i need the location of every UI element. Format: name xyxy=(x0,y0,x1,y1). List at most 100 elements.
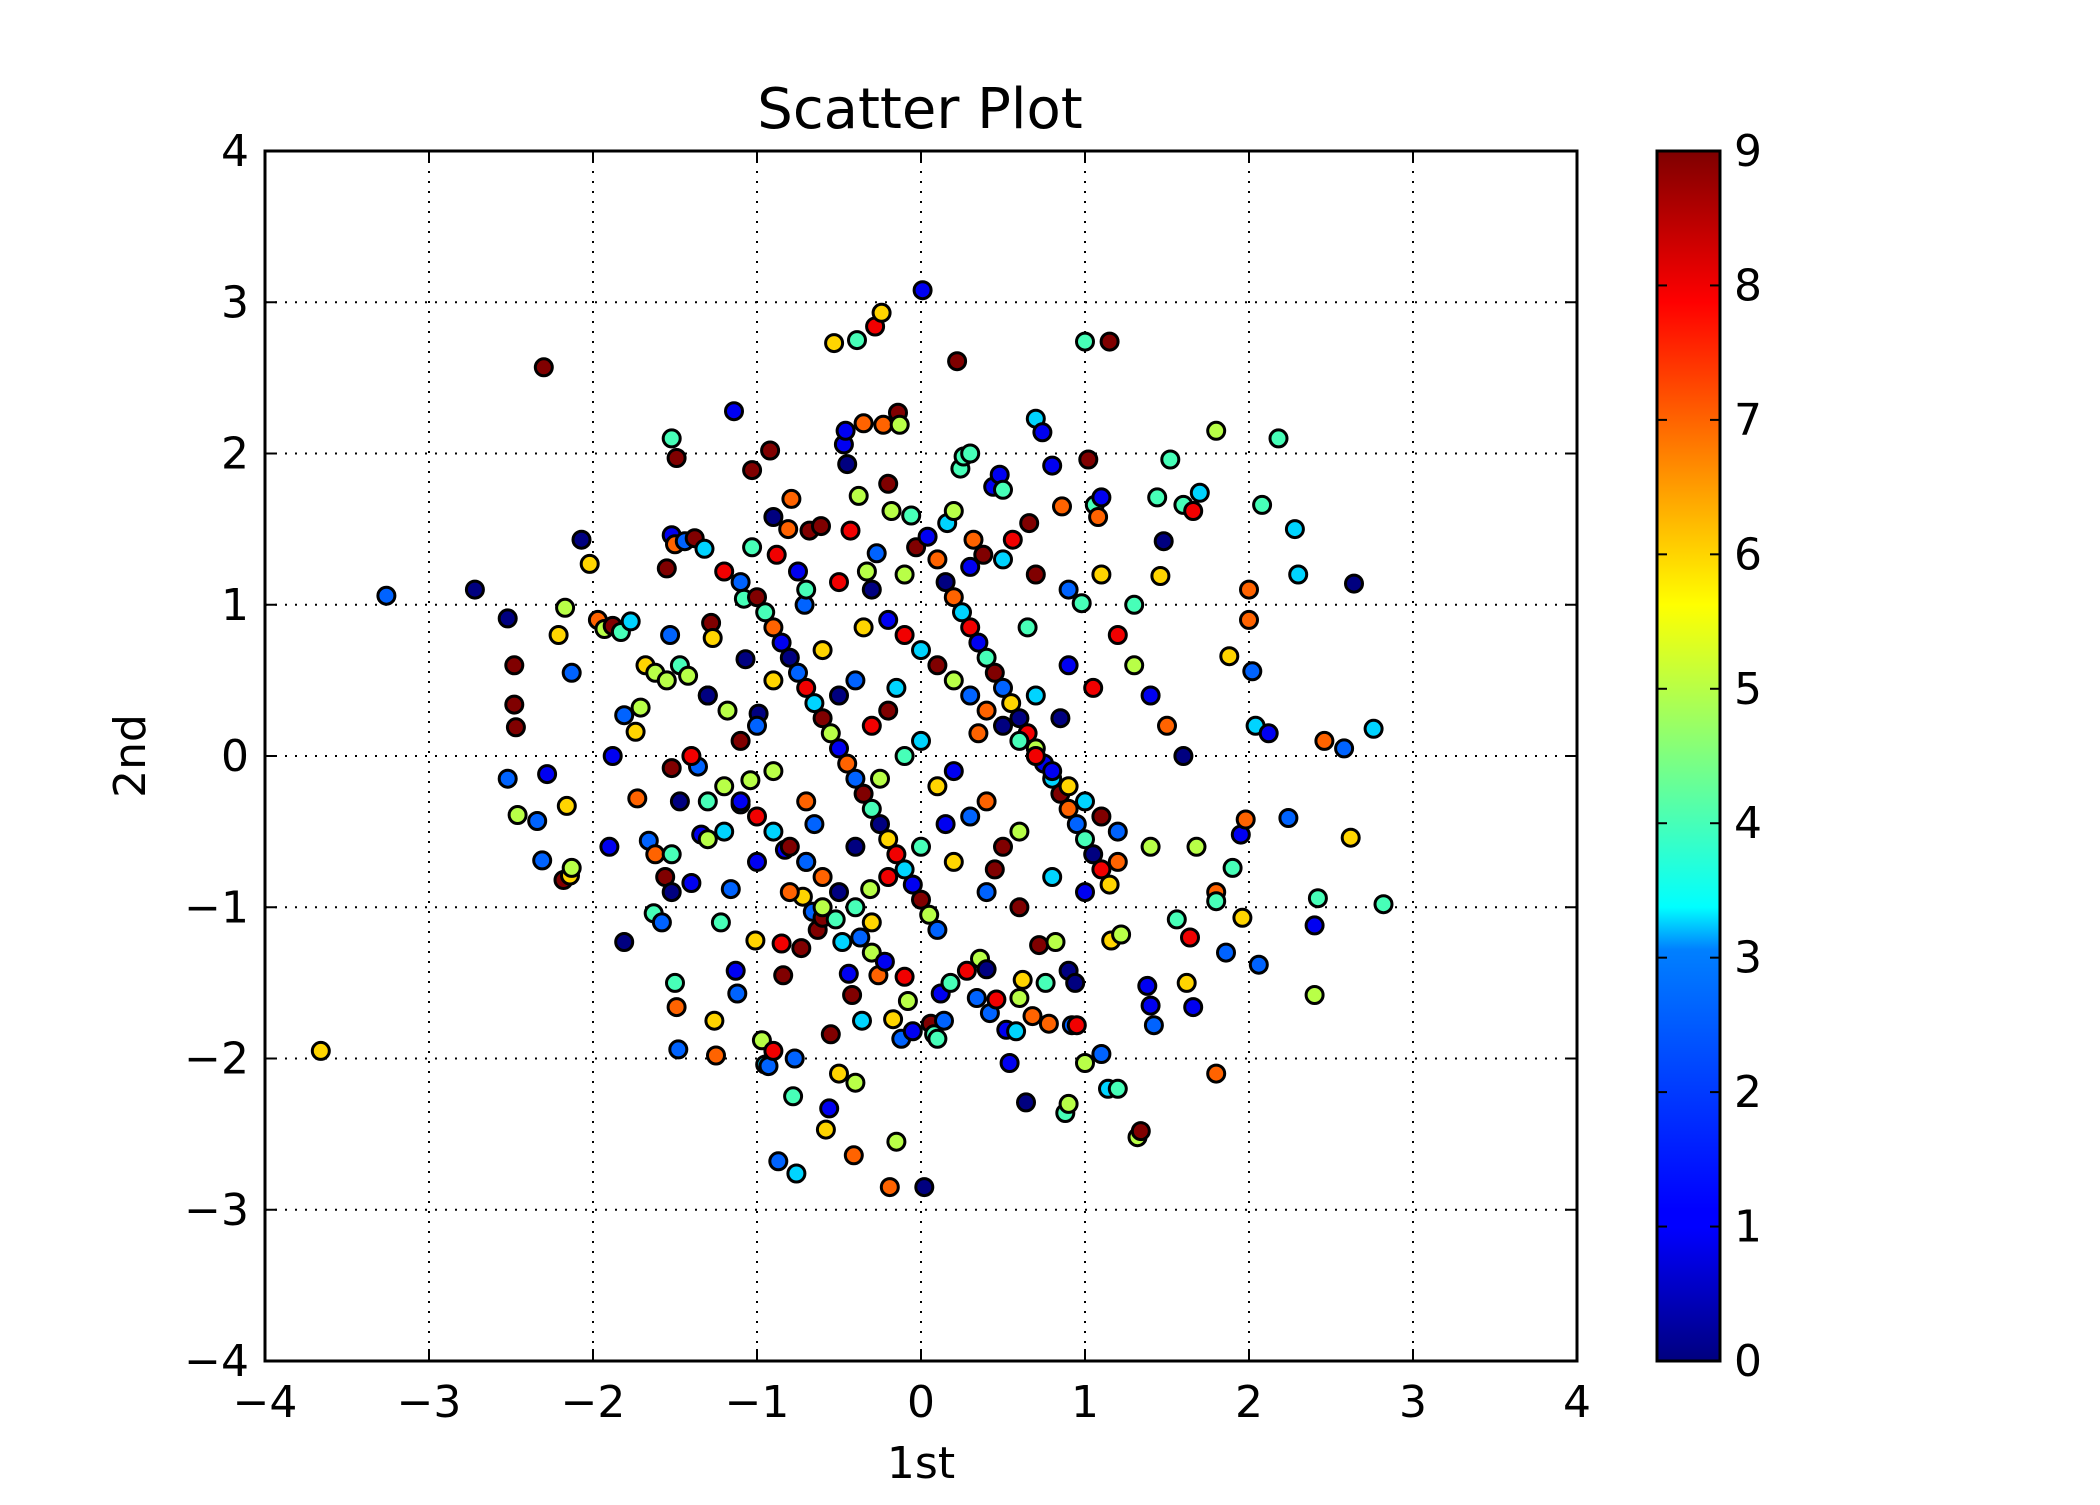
scatter-point xyxy=(1016,1092,1036,1113)
scatter-point xyxy=(840,520,861,541)
scatter-point xyxy=(627,788,648,809)
scatter-point xyxy=(1140,995,1161,1016)
scatter-point xyxy=(796,851,817,872)
scatter-point xyxy=(1242,661,1263,682)
scatter-point xyxy=(879,1177,900,1198)
scatter-point xyxy=(861,798,882,819)
scatter-point xyxy=(532,850,553,871)
scatter-point xyxy=(1029,935,1050,956)
scatter-point xyxy=(947,351,968,372)
scatter-point xyxy=(1239,579,1259,600)
scatter-point xyxy=(874,951,895,972)
scatter-points xyxy=(310,280,1394,1198)
scatter-point xyxy=(1334,738,1355,759)
scatter-point xyxy=(860,879,881,900)
scatter-point xyxy=(911,730,931,751)
scatter-point xyxy=(960,556,981,577)
scatter-point xyxy=(838,963,859,984)
scatter-point xyxy=(861,942,882,963)
scatter-point xyxy=(766,544,787,565)
scatter-point xyxy=(1206,891,1227,912)
scatter-point xyxy=(504,694,525,715)
scatter-point xyxy=(742,537,763,558)
colorbar-tick-label: 2 xyxy=(1734,1067,1762,1118)
scatter-point xyxy=(1091,806,1112,827)
scatter-point xyxy=(1176,972,1197,993)
x-tick-label: 1 xyxy=(1071,1377,1099,1428)
colorbar-tick-labels: 0 1 2 3 4 5 6 7 8 9 xyxy=(1734,126,1762,1387)
scatter-point xyxy=(781,488,802,509)
scatter-point xyxy=(815,1119,836,1140)
scatter-point xyxy=(625,721,646,742)
y-tick-label: 2 xyxy=(221,429,249,480)
scatter-point xyxy=(773,965,794,986)
scatter-point xyxy=(878,609,899,630)
scatter-point xyxy=(889,414,910,435)
scatter-point xyxy=(796,677,817,698)
scatter-point xyxy=(730,791,751,812)
scatter-point xyxy=(1107,625,1128,645)
scatter-point xyxy=(505,717,526,738)
scatter-point xyxy=(911,889,931,910)
scatter-point xyxy=(845,768,866,789)
scatter-point xyxy=(1235,809,1256,830)
scatter-point xyxy=(963,529,984,550)
scatter-point xyxy=(668,1039,689,1060)
scatter-point xyxy=(742,460,763,481)
scatter-point xyxy=(1284,519,1305,540)
scatter-point xyxy=(710,912,731,933)
colorbar-tick-label: 8 xyxy=(1734,260,1762,311)
scatter-point xyxy=(820,1024,841,1045)
colorbar-tick-label: 4 xyxy=(1734,798,1762,849)
scatter-point xyxy=(602,746,623,766)
scatter-point xyxy=(1216,942,1236,963)
scatter-point xyxy=(993,677,1013,698)
y-tick-label: −2 xyxy=(184,1034,249,1085)
scatter-point xyxy=(1304,985,1325,1005)
scatter-point xyxy=(927,919,948,940)
scatter-point xyxy=(881,501,902,521)
y-tick-label: −4 xyxy=(184,1336,249,1387)
scatter-point xyxy=(745,930,766,951)
scatter-point xyxy=(843,1145,864,1166)
scatter-point xyxy=(651,912,672,933)
scatter-point xyxy=(993,836,1013,857)
scatter-point xyxy=(850,927,871,948)
scatter-point xyxy=(1219,646,1240,667)
scatter-point xyxy=(778,519,799,540)
scatter-point xyxy=(835,420,856,441)
scatter-point xyxy=(1258,723,1279,744)
scatter-point xyxy=(714,776,735,797)
scatter-point xyxy=(1248,954,1269,975)
y-tick-labels: −4 −3 −2 −1 0 1 2 3 4 xyxy=(184,126,249,1387)
scatter-point xyxy=(579,553,600,574)
scatter-point xyxy=(796,579,817,600)
scatter-point xyxy=(645,844,666,865)
scatter-point xyxy=(1107,1078,1128,1099)
scatter-point xyxy=(976,647,997,668)
scatter-point xyxy=(894,564,915,585)
scatter-point xyxy=(1239,609,1259,630)
scatter-point xyxy=(968,632,989,653)
scatter-point xyxy=(856,561,877,582)
scatter-point xyxy=(1075,791,1095,812)
scatter-point xyxy=(1058,1093,1079,1114)
scatter-point xyxy=(1058,776,1079,797)
y-tick-label: −3 xyxy=(184,1185,249,1236)
scatter-point xyxy=(871,302,892,323)
scatter-point xyxy=(1025,564,1046,585)
scatter-point xyxy=(504,655,525,676)
scatter-point xyxy=(1140,836,1161,857)
scatter-point xyxy=(1071,593,1092,614)
scatter-point xyxy=(1111,924,1132,945)
scatter-point xyxy=(1278,808,1299,828)
scatter-point xyxy=(556,795,577,816)
scatter-point xyxy=(847,330,867,351)
scatter-point xyxy=(1206,420,1227,441)
scatter-point xyxy=(1019,513,1040,534)
scatter-point xyxy=(1099,874,1120,895)
scatter-point xyxy=(1012,969,1033,990)
scatter-point xyxy=(1065,972,1086,993)
scatter-point xyxy=(599,836,620,857)
scatter-point xyxy=(1058,579,1079,600)
